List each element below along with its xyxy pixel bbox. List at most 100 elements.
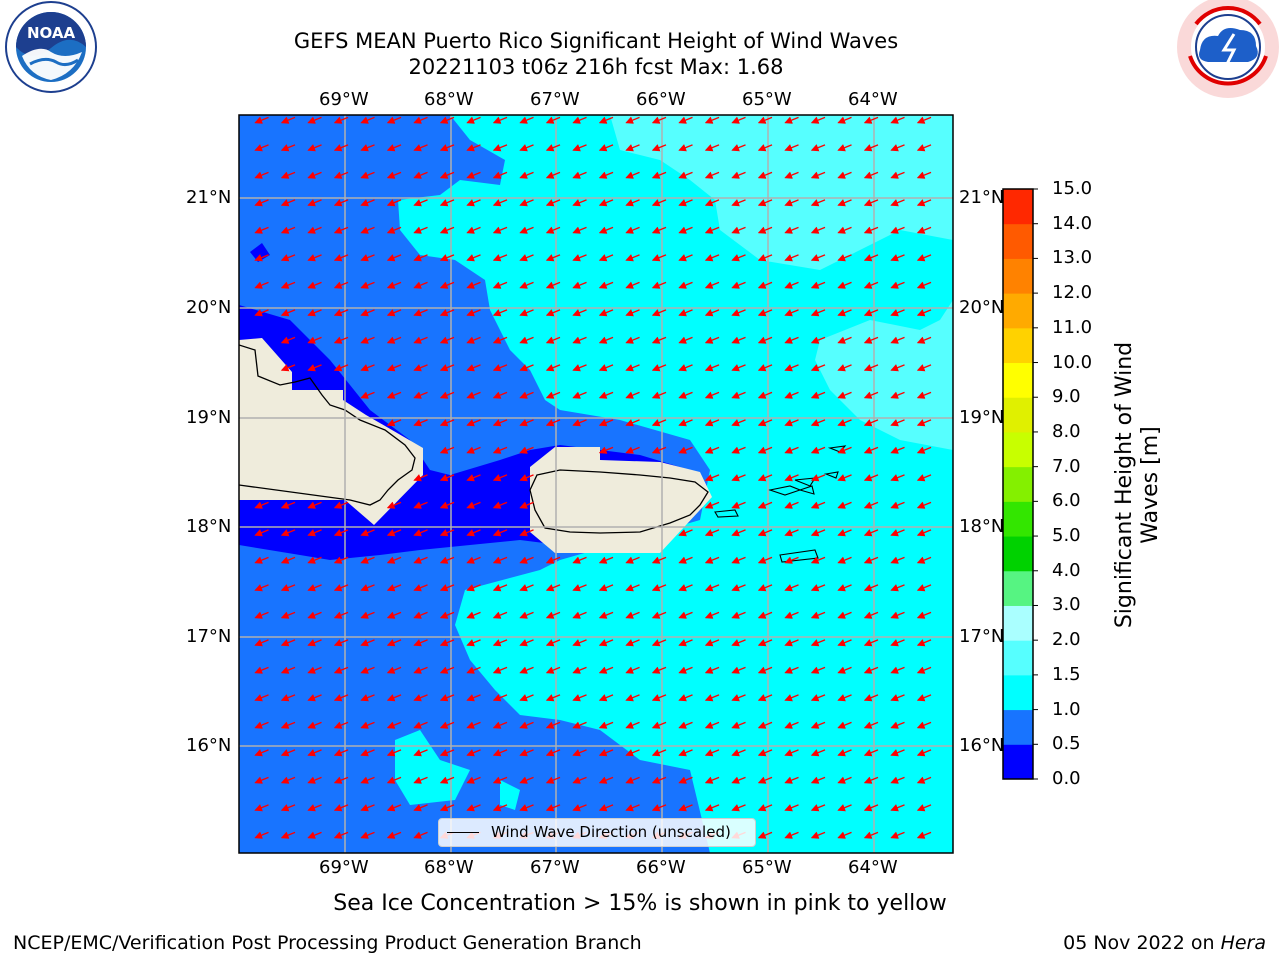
wind-wave-arrow: [572, 419, 587, 427]
wind-wave-arrow: [466, 556, 481, 564]
wind-wave-arrow: [333, 309, 349, 317]
colorbar-tick-label: 4.0: [1052, 559, 1081, 581]
wind-wave-arrow: [280, 776, 296, 784]
wind-wave-arrow: [784, 611, 799, 619]
wind-wave-arrow: [572, 171, 587, 179]
wind-wave-arrow: [360, 199, 375, 207]
wind-wave-arrow: [333, 171, 349, 179]
wind-wave-arrow: [678, 529, 693, 537]
wind-wave-arrow: [731, 776, 746, 784]
wind-wave-arrow: [466, 749, 481, 757]
wind-wave-arrow: [519, 309, 534, 317]
wind-wave-arrow: [784, 639, 799, 647]
wind-wave-arrow: [280, 666, 296, 674]
wind-wave-arrow: [863, 364, 879, 372]
wind-wave-arrow: [466, 776, 481, 784]
wind-wave-arrow: [784, 556, 799, 564]
wind-wave-arrow: [651, 254, 667, 262]
wind-wave-arrow: [916, 419, 932, 427]
wind-wave-arrow: [731, 199, 746, 207]
wind-wave-arrow: [837, 116, 852, 124]
hispaniola-land: [239, 338, 423, 525]
wind-wave-arrow: [625, 336, 640, 344]
wind-wave-arrow: [492, 584, 508, 592]
wind-wave-arrow: [863, 144, 879, 152]
wind-wave-arrow: [625, 116, 640, 124]
wind-wave-arrow: [413, 336, 428, 344]
wind-wave-arrow: [731, 721, 746, 729]
wind-wave-arrow: [598, 804, 614, 812]
wind-wave-arrow: [916, 391, 932, 399]
wind-wave-arrow: [439, 804, 455, 812]
wind-wave-arrow: [837, 446, 852, 454]
wind-wave-arrow: [333, 529, 349, 537]
wind-wave-arrow: [280, 529, 296, 537]
wind-wave-arrow: [572, 639, 587, 647]
wind-wave-arrow: [810, 116, 826, 124]
wind-wave-arrow: [757, 226, 773, 234]
wind-wave-arrow: [757, 336, 773, 344]
wind-wave-arrow: [413, 391, 428, 399]
colorbar-segment: [1003, 293, 1033, 329]
wind-wave-arrow: [731, 336, 746, 344]
colorbar-segment: [1003, 605, 1033, 641]
wind-wave-arrow: [625, 666, 640, 674]
wind-wave-arrow: [413, 226, 428, 234]
wind-wave-arrow: [625, 776, 640, 784]
wind-wave-arrow: [413, 144, 428, 152]
wind-wave-arrow: [916, 116, 932, 124]
wind-wave-arrow: [863, 199, 879, 207]
wind-wave-arrow: [704, 501, 720, 509]
wind-wave-arrow: [572, 776, 587, 784]
colorbar-tick-label: 14.0: [1052, 212, 1093, 234]
lat-label-right: 17°N: [959, 626, 1005, 647]
wind-wave-arrow: [386, 639, 402, 647]
wind-wave-arrow: [916, 639, 932, 647]
wind-wave-arrow: [360, 804, 375, 812]
wind-wave-arrow: [784, 749, 799, 757]
wind-wave-arrow: [916, 446, 932, 454]
wind-wave-arrow: [545, 639, 561, 647]
wind-wave-arrow: [731, 474, 746, 482]
wind-wave-arrow: [439, 584, 455, 592]
wind-wave-arrow: [890, 171, 905, 179]
noaa-logo: NOAA: [5, 1, 97, 93]
wind-wave-arrow: [704, 419, 720, 427]
lon-label-top: 69°W: [319, 89, 369, 110]
wind-wave-arrow: [916, 529, 932, 537]
wind-wave-arrow: [784, 171, 799, 179]
colorbar-segment: [1003, 640, 1033, 676]
wind-wave-arrow: [784, 529, 799, 537]
wind-wave-arrow: [386, 776, 402, 784]
wind-wave-arrow: [519, 446, 534, 454]
wind-wave-arrow: [386, 144, 402, 152]
lon-label-top: 68°W: [424, 89, 474, 110]
wind-wave-arrow: [360, 556, 375, 564]
wind-wave-arrow: [439, 501, 455, 509]
lat-label-left: 18°N: [186, 516, 232, 537]
wind-wave-arrow: [439, 611, 455, 619]
wind-wave-arrow: [784, 144, 799, 152]
wind-wave-arrow: [863, 694, 879, 702]
wind-wave-arrow: [704, 721, 720, 729]
wind-wave-arrow: [625, 391, 640, 399]
wind-wave-arrow: [598, 171, 614, 179]
wind-wave-arrow: [837, 254, 852, 262]
wind-wave-arrow: [386, 501, 402, 509]
wind-wave-arrow: [254, 639, 269, 647]
lat-label-right: 16°N: [959, 735, 1005, 756]
footer-date: 05 Nov 2022 on Hera: [1063, 932, 1266, 954]
wind-wave-arrow: [757, 776, 773, 784]
wind-wave-arrow: [890, 694, 905, 702]
wind-wave-arrow: [916, 776, 932, 784]
wind-wave-arrow: [545, 694, 561, 702]
wind-wave-arrow: [386, 584, 402, 592]
wind-wave-arrow: [492, 281, 508, 289]
wind-wave-arrow: [519, 804, 534, 812]
wind-wave-arrow: [545, 556, 561, 564]
wind-wave-arrow: [916, 721, 932, 729]
wind-wave-arrow: [784, 776, 799, 784]
wind-wave-arrow: [307, 584, 322, 592]
wind-wave-arrow: [280, 721, 296, 729]
wind-wave-arrow: [651, 144, 667, 152]
